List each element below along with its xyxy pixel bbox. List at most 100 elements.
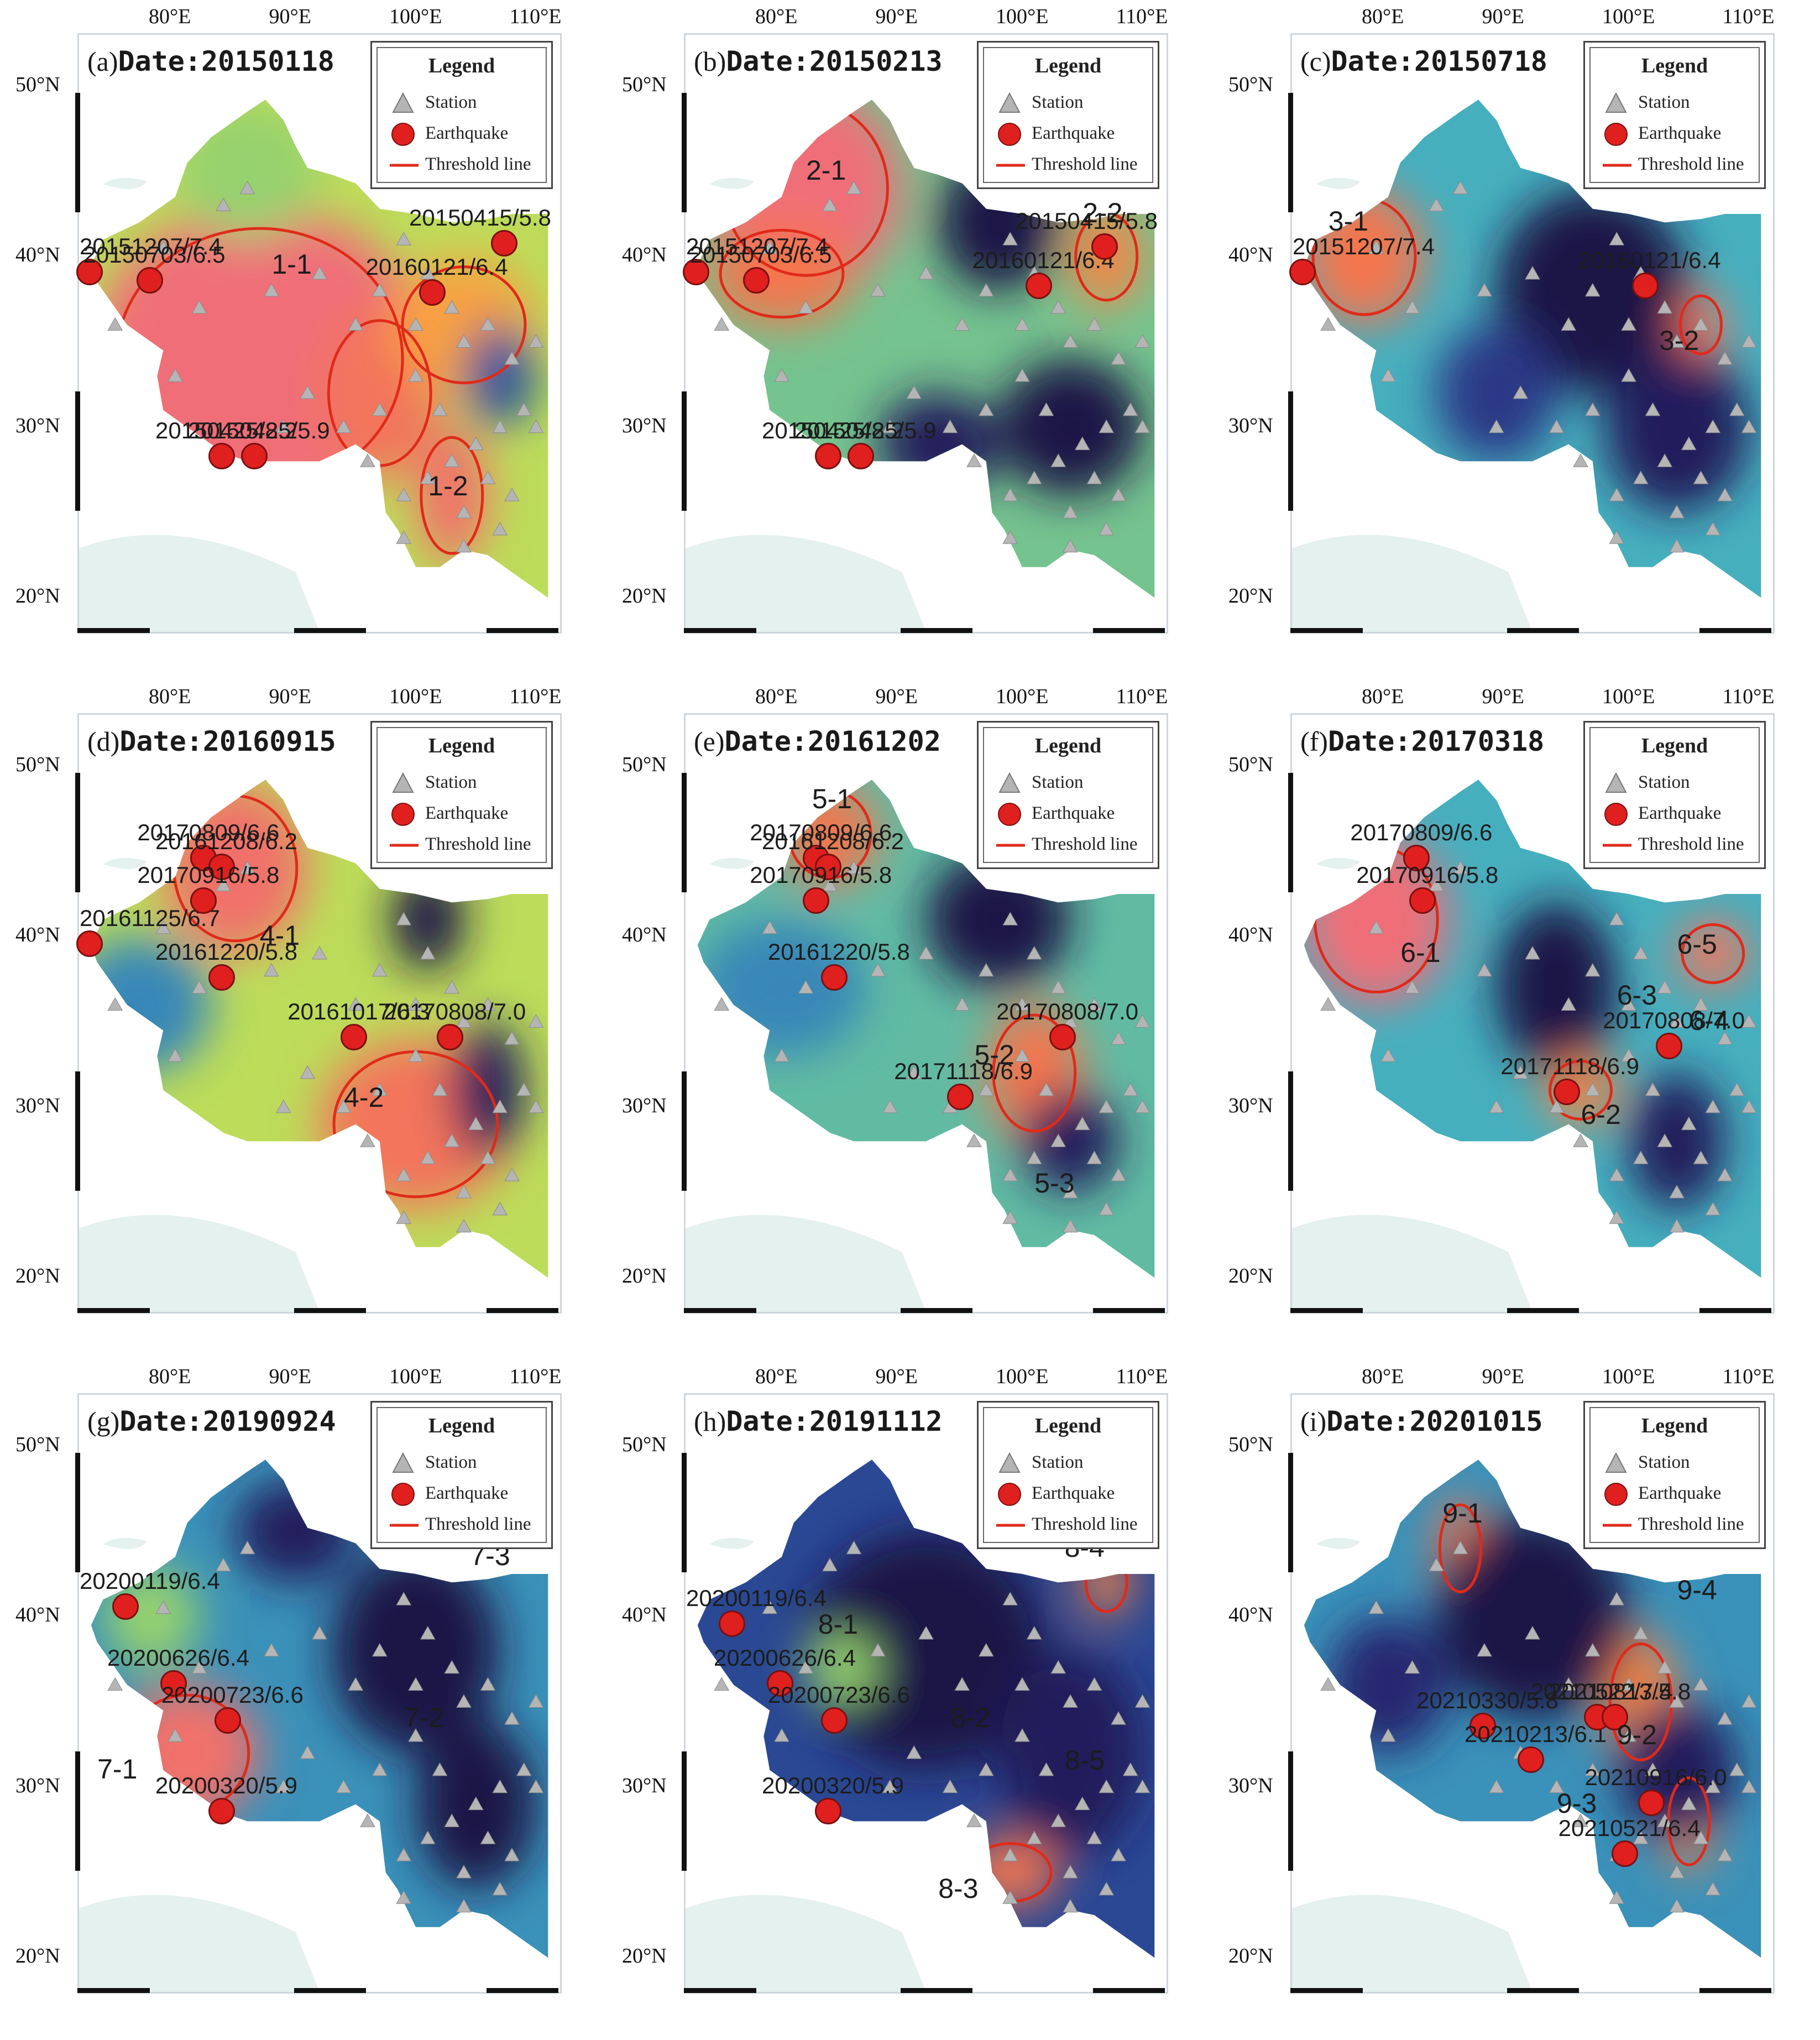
surrounding-land — [1292, 535, 1533, 632]
earthquake-label: 20161220/5.8 — [155, 939, 297, 965]
longitude-label: 110°E — [1116, 685, 1168, 708]
legend-threshold-label: Threshold line — [425, 154, 531, 174]
station-marker — [1014, 317, 1030, 331]
station-marker — [504, 1168, 520, 1181]
station-marker — [1584, 963, 1601, 977]
station-marker — [444, 1813, 460, 1827]
map-legend: Legend Station Earthquake Threshold line — [977, 41, 1159, 189]
earthquake-marker — [1289, 259, 1316, 285]
region-label: 4-1 — [259, 920, 300, 951]
frame-tick-bar — [486, 628, 558, 633]
earthquake-label: 20200723/6.6 — [161, 1682, 304, 1708]
panel-letter: (f) — [1300, 726, 1328, 757]
panel-letter: (b) — [694, 46, 726, 77]
station-marker — [1717, 488, 1733, 501]
station-marker — [1026, 1150, 1042, 1164]
frame-tick-bar — [1507, 628, 1579, 633]
legend-threshold-label: Threshold line — [1638, 834, 1744, 854]
region-label: 9-2 — [1617, 1719, 1657, 1751]
station-marker — [1050, 453, 1066, 467]
station-marker — [1002, 1890, 1018, 1904]
station-marker — [480, 1830, 496, 1844]
earthquake-label: 20150425/8.2 — [155, 417, 297, 444]
station-marker — [918, 1625, 934, 1640]
station-marker — [714, 1677, 730, 1691]
earthquake-marker — [240, 443, 268, 470]
station-marker — [1621, 1728, 1636, 1742]
field-anomaly — [1677, 919, 1749, 988]
legend-earthquake-label: Earthquake — [425, 1483, 509, 1503]
earthquake-marker — [160, 1670, 187, 1697]
station-marker — [1729, 402, 1745, 416]
longitude-label: 80°E — [1362, 5, 1404, 28]
frame-tick-bar — [1092, 628, 1165, 633]
station-marker — [1050, 980, 1066, 994]
station-marker — [420, 1150, 436, 1164]
surrounding-lake — [103, 1537, 148, 1549]
earthquake-marker — [1049, 1024, 1076, 1051]
longitude-label: 90°E — [1482, 1365, 1524, 1388]
station-marker — [870, 1643, 886, 1657]
station-marker — [275, 419, 291, 433]
frame-tick-bar — [682, 1453, 687, 1572]
frame-tick-bar — [900, 628, 972, 633]
station-marker — [954, 1677, 970, 1691]
earthquake-label: 20171118/6.9 — [1500, 1053, 1639, 1080]
longitude-label: 110°E — [1116, 1365, 1168, 1388]
station-marker — [1404, 1660, 1420, 1674]
station-marker — [1741, 419, 1757, 433]
station-marker — [1063, 1898, 1078, 1913]
field-anomaly — [1436, 325, 1557, 462]
field-anomaly — [1604, 342, 1749, 512]
station-marker — [408, 1677, 423, 1691]
station-marker — [1488, 1099, 1504, 1113]
latitude-label: 30°N — [1228, 1094, 1273, 1117]
station-marker — [714, 997, 730, 1011]
map-legend: Legend Station Earthquake Threshold line — [370, 1401, 553, 1549]
surrounding-land — [686, 535, 926, 632]
latitude-label: 20°N — [622, 1264, 667, 1288]
station-marker — [1086, 997, 1102, 1011]
legend-station-symbol — [998, 92, 1021, 113]
station-marker — [978, 1643, 994, 1657]
station-marker — [1050, 1660, 1066, 1674]
latitude-label: 20°N — [1228, 584, 1273, 608]
earthquake-marker — [820, 964, 848, 991]
surrounding-lake — [1316, 1537, 1361, 1549]
earthquake-marker — [803, 887, 830, 914]
station-marker — [504, 1848, 520, 1861]
longitude-label: 110°E — [1722, 685, 1775, 708]
station-marker — [516, 1082, 532, 1096]
station-marker — [456, 1694, 472, 1708]
station-marker — [239, 1540, 255, 1555]
region-label: 8-1 — [818, 1608, 859, 1640]
legend-earthquake-symbol — [998, 123, 1021, 146]
threshold-line — [992, 1013, 1077, 1133]
station-marker — [798, 980, 814, 994]
longitude-label: 80°E — [755, 685, 798, 708]
region-label: 8-3 — [938, 1872, 979, 1904]
latitude-label: 40°N — [1228, 923, 1273, 947]
station-marker — [264, 963, 279, 977]
surrounding-land — [79, 1895, 320, 1992]
legend-title: Legend — [428, 1414, 495, 1437]
station-marker — [492, 419, 508, 433]
station-marker — [1014, 1728, 1030, 1742]
frame-tick-bar — [1290, 628, 1363, 633]
station-marker — [1014, 1677, 1030, 1691]
legend-station-label: Station — [1638, 1452, 1690, 1472]
station-marker — [1741, 1694, 1757, 1708]
station-marker — [492, 1881, 508, 1896]
station-marker — [1609, 530, 1625, 544]
frame-tick-bar — [1290, 1308, 1363, 1313]
station-marker — [168, 1728, 183, 1742]
station-marker — [360, 1133, 375, 1147]
earthquake-label: 20150703/6.5 — [83, 242, 226, 268]
station-marker — [1026, 470, 1042, 484]
region-label: 9-1 — [1442, 1498, 1483, 1529]
legend-station-label: Station — [1638, 92, 1690, 112]
longitude-label: 80°E — [755, 1365, 798, 1388]
station-marker — [1074, 1796, 1090, 1811]
frame-tick-bar — [75, 93, 80, 212]
longitude-label: 110°E — [509, 1365, 562, 1388]
